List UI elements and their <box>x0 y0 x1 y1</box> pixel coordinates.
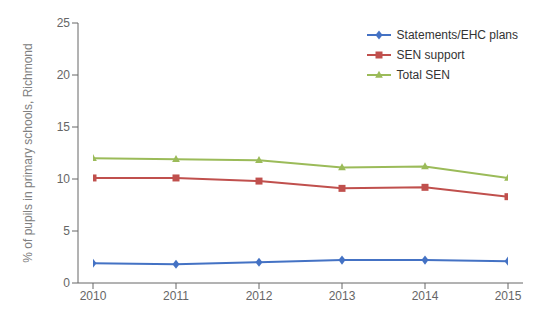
html-text:Total SEN: Total SEN <box>396 68 450 82</box>
svg-text:2014: 2014 <box>412 289 439 303</box>
svg-text:2013: 2013 <box>329 289 356 303</box>
svg-text:25: 25 <box>57 16 71 30</box>
svg-text:2012: 2012 <box>246 289 273 303</box>
svg-text:5: 5 <box>63 224 70 238</box>
svg-text:10: 10 <box>57 172 71 186</box>
html-text:SEN support: SEN support <box>396 48 465 62</box>
svg-text:% of pupils in primary schools: % of pupils in primary schools, Richmond <box>21 43 35 262</box>
svg-text:2011: 2011 <box>163 289 189 303</box>
svg-text:2010: 2010 <box>80 289 107 303</box>
svg-text:2015: 2015 <box>495 289 522 303</box>
svg-text:20: 20 <box>57 68 71 82</box>
svg-text:15: 15 <box>57 120 71 134</box>
html-text:Statements/EHC plans: Statements/EHC plans <box>396 28 518 42</box>
svg-text:0: 0 <box>63 276 70 290</box>
